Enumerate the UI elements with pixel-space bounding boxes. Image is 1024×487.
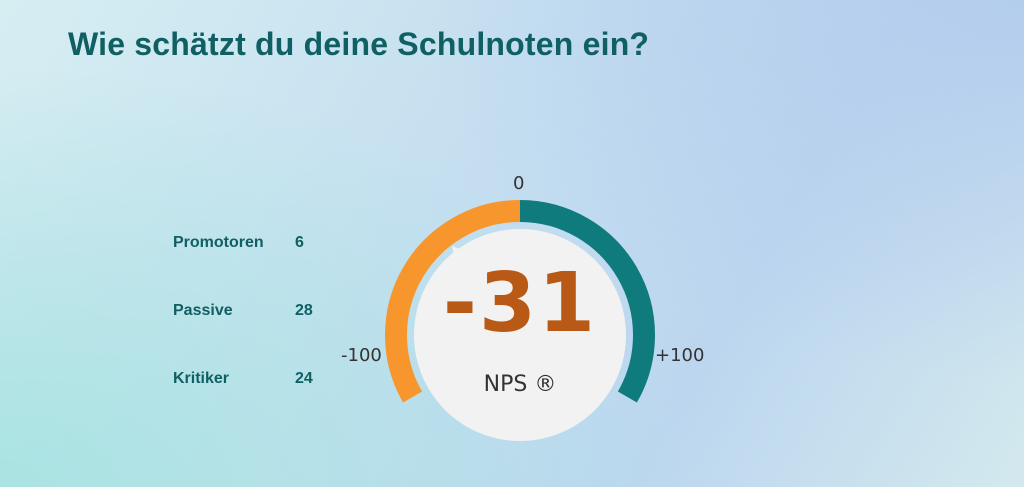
stat-row-passives: Passive 28 <box>173 302 333 322</box>
stat-value: 6 <box>295 234 304 251</box>
stat-row-detractors: Kritiker 24 <box>173 370 333 390</box>
nps-metric-label: NPS ® <box>483 372 557 397</box>
gauge-tick-max: +100 <box>655 345 705 366</box>
gauge-tick-min: -100 <box>341 345 382 366</box>
stat-label: Promotoren <box>173 234 264 251</box>
question-title: Wie schätzt du deine Schulnoten ein? <box>68 26 650 62</box>
stat-label: Passive <box>173 302 233 319</box>
gauge-arc-negative <box>385 200 521 403</box>
gauge-center-disc <box>414 229 626 441</box>
gauge-graphic <box>385 200 655 441</box>
gauge-pointer <box>452 245 479 275</box>
gauge-arc-positive <box>519 200 655 403</box>
stat-value: 24 <box>295 370 313 387</box>
nps-score: -31 <box>442 256 598 351</box>
nps-gauge: 0 -100 +100 -31 NPS ® <box>330 165 720 455</box>
stat-label: Kritiker <box>173 370 230 387</box>
gauge-tick-zero: 0 <box>513 173 525 194</box>
stat-value: 28 <box>295 302 313 319</box>
stat-row-promoters: Promotoren 6 <box>173 234 333 254</box>
